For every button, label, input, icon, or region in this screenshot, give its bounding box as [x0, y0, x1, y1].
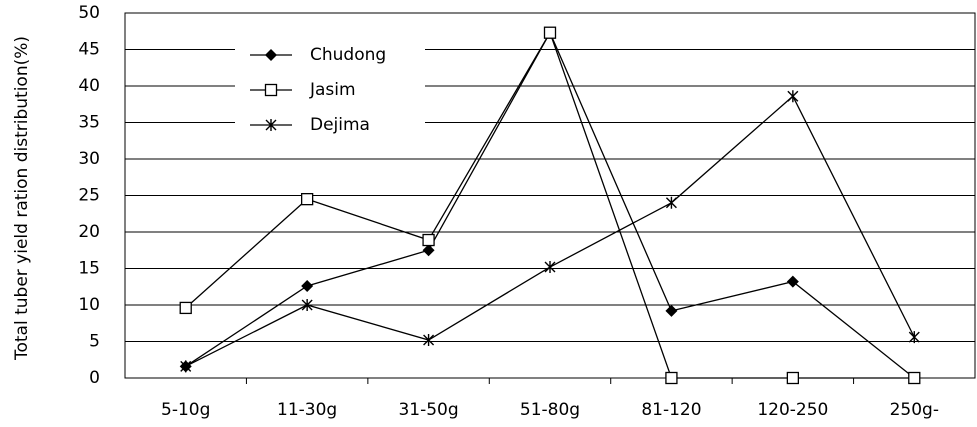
- marker: [301, 280, 314, 293]
- y-tick-label: 10: [78, 295, 100, 315]
- marker: [180, 360, 192, 373]
- marker: [300, 192, 314, 206]
- x-tick-label: 11-30g: [277, 400, 337, 420]
- y-tick-label: 30: [78, 149, 100, 169]
- y-tick-label: 50: [78, 3, 100, 23]
- marker: [665, 371, 678, 385]
- x-tick-label: 5-10g: [161, 400, 210, 420]
- marker: [264, 83, 278, 97]
- marker: [543, 26, 557, 39]
- x-tick-label: 31-50g: [398, 400, 458, 420]
- x-tick-label: 250g-: [890, 400, 939, 420]
- y-tick-label: 35: [78, 113, 100, 133]
- y-tick-label: 15: [78, 259, 100, 279]
- plot-border: [124, 12, 976, 379]
- marker: [423, 334, 435, 347]
- legend-label: Dejima: [310, 115, 370, 135]
- marker: [665, 196, 677, 209]
- y-tick-label: 45: [78, 40, 100, 60]
- y-tick-label: 40: [78, 76, 100, 96]
- legend-label: Jasim: [309, 80, 356, 100]
- y-tick-label: 20: [78, 222, 100, 242]
- y-tick-label: 25: [78, 186, 100, 206]
- y-tick-label: 5: [89, 332, 100, 352]
- marker: [265, 119, 277, 131]
- marker: [786, 275, 799, 288]
- marker: [179, 301, 192, 315]
- marker: [422, 233, 435, 247]
- marker: [301, 299, 313, 311]
- marker: [908, 331, 920, 344]
- y-axis-title: Total tuber yield ration distribution(%): [12, 36, 32, 361]
- marker: [265, 49, 277, 61]
- x-tick-label: 120-250: [757, 400, 828, 420]
- marker: [544, 261, 556, 274]
- x-tick-label: 81-120: [641, 400, 701, 420]
- x-tick-label: 51-80g: [520, 400, 580, 420]
- marker: [908, 371, 921, 385]
- marker: [787, 90, 799, 103]
- marker: [786, 371, 800, 385]
- y-tick-label: 0: [89, 368, 100, 388]
- marker: [422, 244, 435, 257]
- marker: [665, 304, 678, 317]
- legend-label: Chudong: [310, 45, 386, 65]
